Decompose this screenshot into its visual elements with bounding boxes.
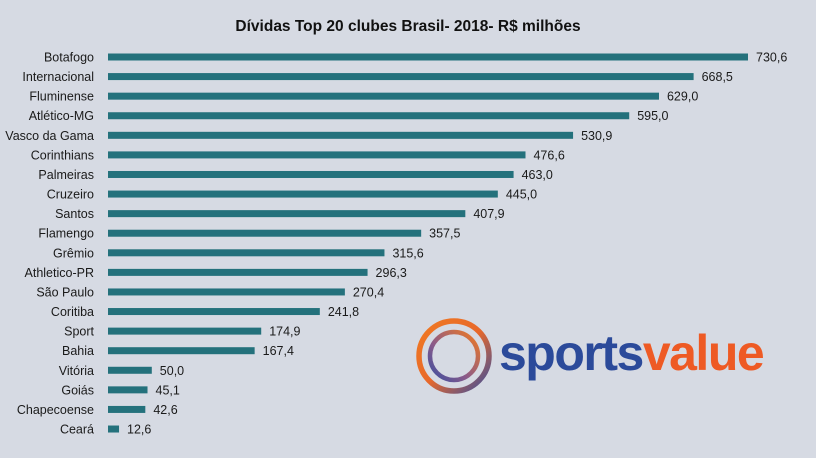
bar <box>108 327 262 335</box>
category-label: Atlético-MG <box>29 109 94 123</box>
value-label: 357,5 <box>429 227 460 241</box>
category-label: Chapecoense <box>17 403 94 417</box>
value-label: 530,9 <box>581 129 612 143</box>
category-label: Coritiba <box>51 305 94 319</box>
value-label: 167,4 <box>263 344 294 358</box>
bars-group: Botafogo 730,6 Internacional 668,5 Fluminens… <box>5 51 787 437</box>
bar <box>108 53 748 61</box>
value-label: 42,6 <box>153 403 177 417</box>
bar <box>108 229 422 237</box>
bar <box>108 268 368 276</box>
bar <box>108 112 630 120</box>
category-label: Athletico-PR <box>25 266 94 280</box>
value-label: 407,9 <box>473 207 504 221</box>
value-label: 270,4 <box>353 285 384 299</box>
bar <box>108 190 498 198</box>
value-label: 730,6 <box>756 51 787 65</box>
category-label: Vasco da Gama <box>5 129 94 143</box>
value-label: 315,6 <box>392 246 423 260</box>
bar <box>108 249 385 257</box>
bar <box>108 308 320 316</box>
bar <box>108 73 694 81</box>
value-label: 50,0 <box>160 364 184 378</box>
category-label: Palmeiras <box>38 168 94 182</box>
bar <box>108 151 526 159</box>
value-label: 476,6 <box>533 148 564 162</box>
value-label: 445,0 <box>506 188 537 202</box>
bar <box>108 366 152 374</box>
category-label: São Paulo <box>36 285 94 299</box>
value-label: 668,5 <box>702 70 733 84</box>
category-label: Bahia <box>62 344 94 358</box>
value-label: 296,3 <box>376 266 407 280</box>
category-label: Cruzeiro <box>47 188 94 202</box>
bar <box>108 347 255 355</box>
category-label: Grêmio <box>53 246 94 260</box>
sportsvalue-logo: sportsvalue <box>416 318 765 394</box>
category-label: Goiás <box>61 383 94 397</box>
value-label: 241,8 <box>328 305 359 319</box>
value-label: 595,0 <box>637 109 668 123</box>
value-label: 45,1 <box>156 383 180 397</box>
bar <box>108 92 659 100</box>
bar <box>108 210 466 218</box>
bar <box>108 288 345 296</box>
category-label: Fluminense <box>29 90 94 104</box>
category-label: Vitória <box>59 364 94 378</box>
value-label: 174,9 <box>269 325 300 339</box>
bar <box>108 405 146 413</box>
category-label: Botafogo <box>44 51 94 65</box>
chart-title: Dívidas Top 20 clubes Brasil- 2018- R$ m… <box>235 18 580 35</box>
target-rings-icon <box>416 318 492 394</box>
logo-text-sports: sports <box>499 325 643 381</box>
bar <box>108 386 148 394</box>
value-label: 463,0 <box>522 168 553 182</box>
category-label: Corinthians <box>31 148 94 162</box>
category-label: Ceará <box>60 423 94 437</box>
category-label: Santos <box>55 207 94 221</box>
bar <box>108 170 514 178</box>
category-label: Flamengo <box>38 227 94 241</box>
value-label: 629,0 <box>667 90 698 104</box>
logo-text-value: value <box>643 325 764 381</box>
bar <box>108 131 574 139</box>
value-label: 12,6 <box>127 423 151 437</box>
category-label: Sport <box>64 325 94 339</box>
svg-text:sportsvalue: sportsvalue <box>499 325 764 381</box>
bar <box>108 425 120 433</box>
category-label: Internacional <box>22 70 94 84</box>
